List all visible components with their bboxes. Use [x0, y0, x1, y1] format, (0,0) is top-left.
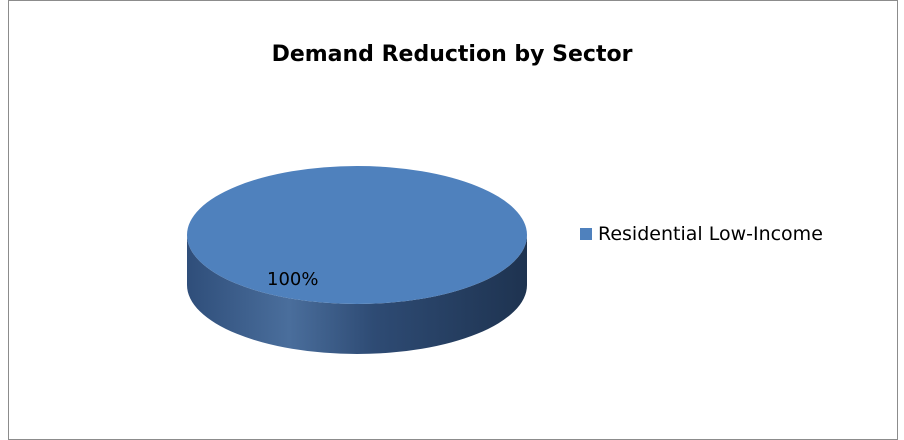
legend-swatch-residential-low-income [580, 228, 592, 240]
legend-label-residential-low-income: Residential Low-Income [598, 223, 823, 245]
pie-slice-residential-low-income [187, 166, 527, 304]
chart-title: Demand Reduction by Sector [271, 42, 633, 67]
pie-slice-side [187, 235, 527, 354]
pie-chart: 100% [187, 166, 527, 354]
data-label-residential-low-income: 100% [267, 269, 318, 290]
legend: Residential Low-Income [580, 223, 823, 245]
